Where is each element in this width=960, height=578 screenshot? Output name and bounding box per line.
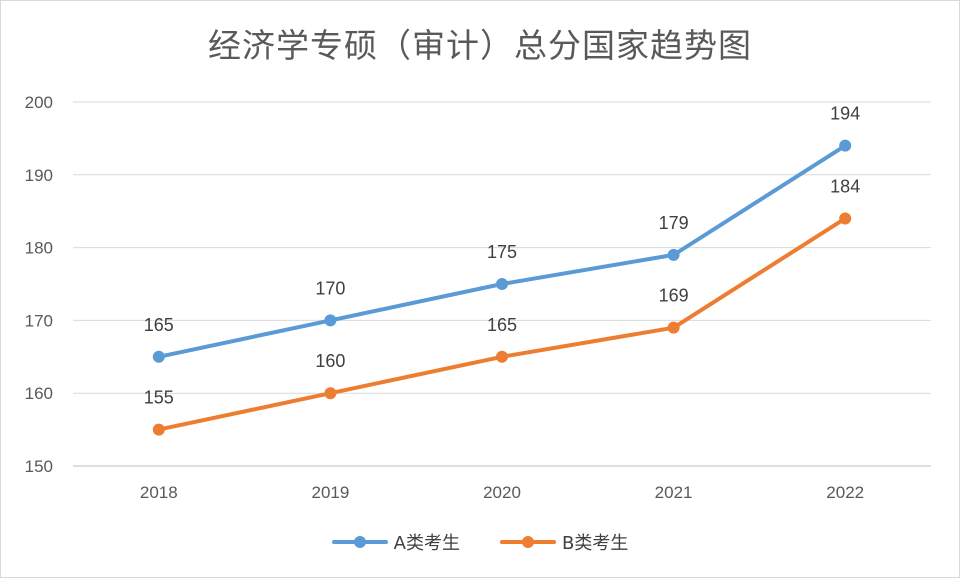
data-label: 194: [830, 104, 860, 124]
data-point: [152, 423, 165, 436]
legend-swatch-b: [499, 532, 556, 552]
y-tick-label: 150: [25, 457, 53, 476]
legend-item-a: A类考生: [331, 529, 460, 555]
data-point: [324, 314, 337, 327]
data-label: 165: [487, 315, 517, 335]
data-point: [496, 350, 508, 363]
legend: A类考生 B类考生: [1, 529, 959, 555]
y-tick-label: 200: [25, 93, 53, 112]
data-label: 179: [659, 213, 689, 233]
y-tick-label: 180: [25, 239, 53, 258]
x-tick-label: 2022: [826, 483, 864, 502]
data-label: 160: [315, 351, 345, 371]
y-tick-label: 190: [25, 166, 53, 185]
chart-title: 经济学专硕（审计）总分国家趋势图: [208, 26, 752, 65]
y-tick-label: 160: [25, 384, 53, 403]
data-point: [324, 387, 337, 400]
data-point: [667, 248, 680, 261]
y-tick-label: 170: [25, 311, 53, 330]
x-tick-label: 2018: [140, 483, 178, 502]
data-point: [667, 321, 680, 334]
legend-item-b: B类考生: [499, 529, 629, 555]
data-label: 165: [144, 315, 174, 335]
x-tick-label: 2019: [311, 483, 349, 502]
data-label: 184: [830, 176, 860, 196]
legend-label-a: A类考生: [393, 533, 460, 554]
data-point: [839, 139, 852, 152]
data-label: 170: [315, 278, 345, 298]
legend-swatch-a: [331, 532, 388, 552]
data-point: [496, 278, 508, 290]
legend-label-b: B类考生: [561, 533, 629, 554]
x-tick-label: 2021: [655, 483, 693, 502]
data-label: 155: [144, 388, 174, 408]
x-tick-label: 2020: [483, 483, 521, 502]
data-point: [152, 350, 165, 363]
data-label: 169: [659, 286, 689, 306]
data-label: 175: [487, 242, 517, 262]
data-point: [839, 212, 852, 225]
